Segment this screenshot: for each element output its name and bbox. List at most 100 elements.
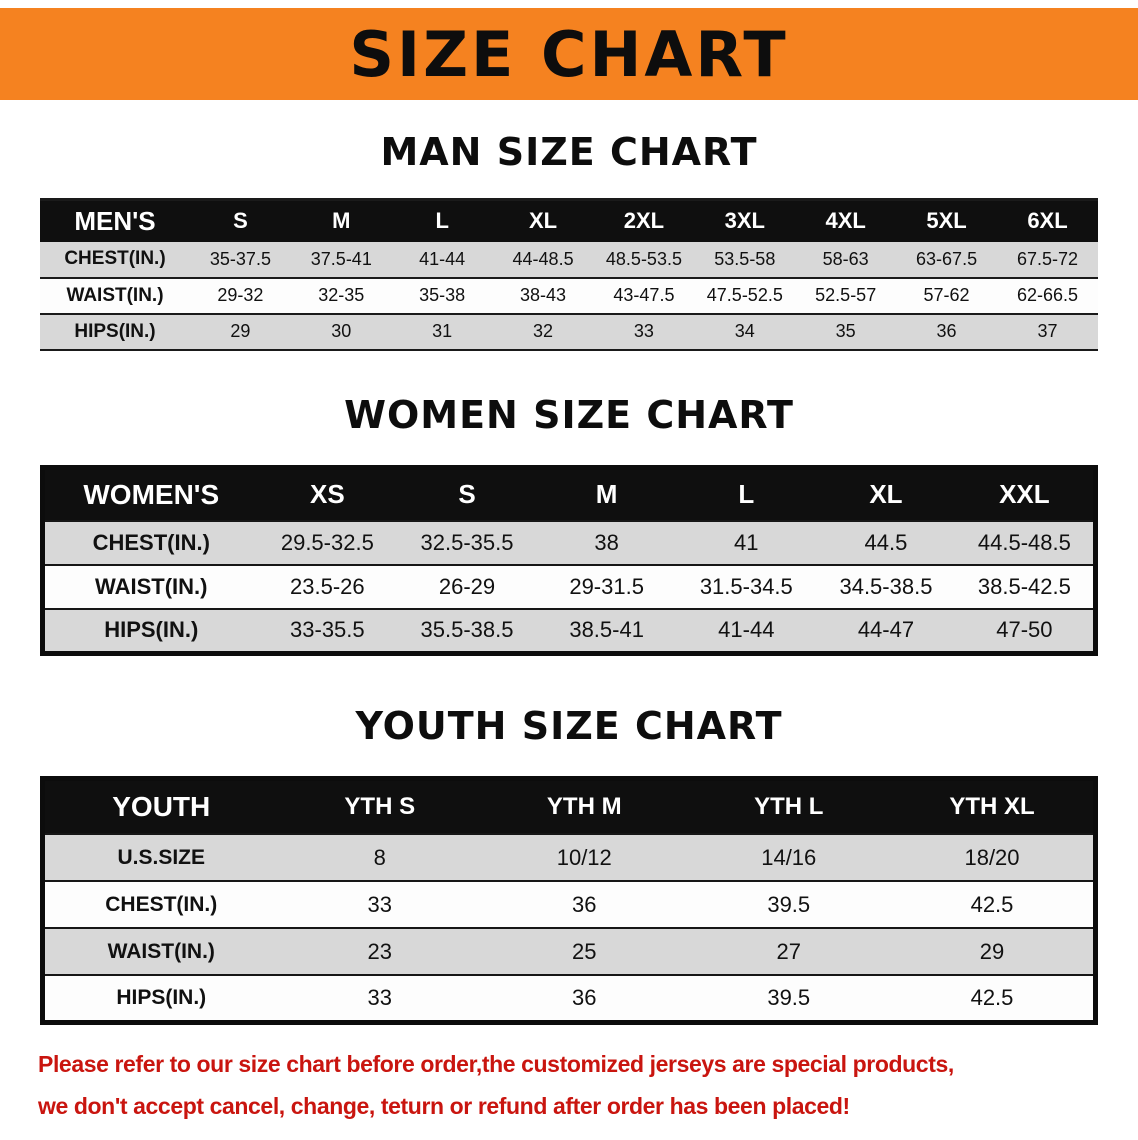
size-value-cell: 38.5-42.5: [955, 565, 1096, 609]
size-value-cell: 32: [492, 313, 594, 350]
size-value-cell: 42.5: [891, 881, 1096, 928]
size-value-cell: 39.5: [686, 881, 891, 928]
size-value-cell: 29-32: [190, 277, 291, 314]
women-section-heading: WOMEN SIZE CHART: [344, 392, 794, 437]
size-value-cell: 44-47: [816, 609, 956, 653]
row-label: CHEST(IN.): [42, 881, 278, 928]
row-label: CHEST(IN.): [40, 241, 190, 278]
size-value-cell: 18/20: [891, 834, 1096, 881]
size-chart-banner: SIZE CHART: [0, 8, 1138, 100]
size-value-cell: 31.5-34.5: [676, 565, 817, 609]
column-header: YTH S: [277, 778, 482, 834]
size-value-cell: 36: [896, 313, 997, 350]
disclaimer-line-2: we don't accept cancel, change, teturn o…: [38, 1092, 850, 1119]
size-value-cell: 33: [277, 975, 482, 1022]
size-value-cell: 35-38: [391, 277, 493, 314]
column-header: 3XL: [694, 199, 796, 242]
size-value-cell: 38.5-41: [536, 609, 677, 653]
column-header: YTH XL: [891, 778, 1096, 834]
column-header: L: [676, 467, 817, 521]
size-value-cell: 36: [482, 975, 687, 1022]
size-value-cell: 67.5-72: [997, 241, 1098, 278]
size-value-cell: 29-31.5: [536, 565, 677, 609]
disclaimer-text: Please refer to our size chart before or…: [38, 1043, 1100, 1127]
size-value-cell: 8: [277, 834, 482, 881]
size-value-cell: 52.5-57: [795, 277, 897, 314]
size-value-cell: 34: [694, 313, 796, 350]
column-header: 4XL: [795, 199, 897, 242]
size-value-cell: 31: [391, 313, 493, 350]
table-row: HIPS(IN.) 29 30 31 32 33 34 35 36 37: [40, 313, 1098, 350]
women-size-table: WOMEN'S XS S M L XL XXL CHEST(IN.) 29.5-…: [40, 464, 1098, 656]
row-label: HIPS(IN.): [42, 975, 278, 1022]
size-value-cell: 35-37.5: [190, 241, 291, 278]
row-label: WAIST(IN.): [42, 565, 258, 609]
size-value-cell: 23.5-26: [257, 565, 398, 609]
size-value-cell: 63-67.5: [896, 241, 997, 278]
size-value-cell: 47.5-52.5: [694, 277, 796, 314]
column-header: L: [391, 199, 493, 242]
column-header: M: [290, 199, 392, 242]
column-header: 5XL: [896, 199, 997, 242]
size-value-cell: 39.5: [686, 975, 891, 1022]
size-value-cell: 34.5-38.5: [816, 565, 956, 609]
size-value-cell: 53.5-58: [694, 241, 796, 278]
size-value-cell: 57-62: [896, 277, 997, 314]
column-header: XXL: [955, 467, 1096, 521]
size-value-cell: 62-66.5: [997, 277, 1098, 314]
men-size-table: MEN'S S M L XL 2XL 3XL 4XL 5XL 6XL CHEST…: [40, 198, 1098, 351]
size-value-cell: 10/12: [482, 834, 687, 881]
column-header: YTH L: [686, 778, 891, 834]
size-value-cell: 35: [795, 313, 897, 350]
column-header: XL: [816, 467, 956, 521]
row-label: HIPS(IN.): [42, 609, 258, 653]
size-value-cell: 23: [277, 928, 482, 975]
row-label: HIPS(IN.): [40, 313, 190, 350]
size-value-cell: 32.5-35.5: [397, 521, 537, 565]
column-header: M: [536, 467, 677, 521]
size-value-cell: 38: [536, 521, 677, 565]
size-value-cell: 30: [290, 313, 392, 350]
size-value-cell: 41: [676, 521, 817, 565]
youth-table-header-row: YOUTH YTH S YTH M YTH L YTH XL: [42, 778, 1096, 834]
size-value-cell: 44-48.5: [492, 241, 594, 278]
size-value-cell: 44.5: [816, 521, 956, 565]
column-header: S: [190, 199, 291, 242]
size-value-cell: 36: [482, 881, 687, 928]
row-label: CHEST(IN.): [42, 521, 258, 565]
size-value-cell: 48.5-53.5: [593, 241, 695, 278]
size-value-cell: 33: [593, 313, 695, 350]
size-value-cell: 33: [277, 881, 482, 928]
size-value-cell: 44.5-48.5: [955, 521, 1096, 565]
table-row: CHEST(IN.) 29.5-32.5 32.5-35.5 38 41 44.…: [42, 521, 1096, 565]
size-value-cell: 47-50: [955, 609, 1096, 653]
column-header: S: [397, 467, 537, 521]
youth-size-table: YOUTH YTH S YTH M YTH L YTH XL U.S.SIZE …: [40, 775, 1098, 1025]
size-value-cell: 58-63: [795, 241, 897, 278]
size-value-cell: 43-47.5: [593, 277, 695, 314]
size-value-cell: 38-43: [492, 277, 594, 314]
size-value-cell: 37.5-41: [290, 241, 392, 278]
row-label: WAIST(IN.): [42, 928, 278, 975]
table-row: WAIST(IN.) 23 25 27 29: [42, 928, 1096, 975]
column-header: XS: [257, 467, 398, 521]
size-value-cell: 14/16: [686, 834, 891, 881]
youth-section-heading: YOUTH SIZE CHART: [355, 703, 783, 748]
column-header: 2XL: [593, 199, 695, 242]
table-row: HIPS(IN.) 33-35.5 35.5-38.5 38.5-41 41-4…: [42, 609, 1096, 653]
size-value-cell: 37: [997, 313, 1098, 350]
table-row: HIPS(IN.) 33 36 39.5 42.5: [42, 975, 1096, 1022]
size-value-cell: 29.5-32.5: [257, 521, 398, 565]
size-value-cell: 25: [482, 928, 687, 975]
size-value-cell: 41-44: [391, 241, 493, 278]
men-table-corner: MEN'S: [40, 199, 190, 242]
table-row: CHEST(IN.) 33 36 39.5 42.5: [42, 881, 1096, 928]
size-value-cell: 42.5: [891, 975, 1096, 1022]
size-value-cell: 26-29: [397, 565, 537, 609]
table-row: WAIST(IN.) 29-32 32-35 35-38 38-43 43-47…: [40, 277, 1098, 314]
row-label: U.S.SIZE: [42, 834, 278, 881]
disclaimer-line-1: Please refer to our size chart before or…: [38, 1050, 954, 1077]
table-row: WAIST(IN.) 23.5-26 26-29 29-31.5 31.5-34…: [42, 565, 1096, 609]
men-section-heading: MAN SIZE CHART: [380, 130, 758, 174]
size-value-cell: 35.5-38.5: [397, 609, 537, 653]
